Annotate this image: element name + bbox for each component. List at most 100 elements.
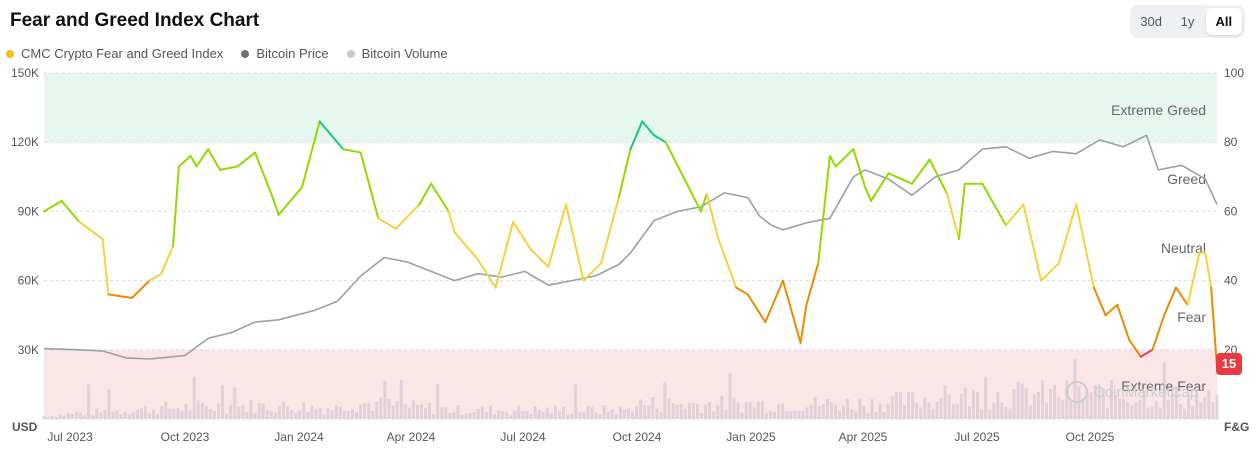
volume-bar [1028, 405, 1032, 419]
volume-bar [298, 410, 302, 419]
legend-item-price[interactable]: Bitcoin Price [241, 46, 329, 61]
volume-bar [1065, 380, 1069, 419]
volume-bar [46, 417, 50, 419]
volume-bar [963, 387, 967, 419]
volume-bar [874, 412, 878, 419]
volume-bar [436, 384, 440, 419]
tab-1y[interactable]: 1y [1180, 14, 1195, 29]
volume-bar [472, 412, 476, 419]
volume-bar [959, 393, 963, 419]
volume-bar [355, 412, 359, 419]
volume-bar [1158, 407, 1162, 419]
fng-line-segment [148, 272, 163, 282]
y-right-unit-label: F&G [1224, 420, 1249, 434]
volume-bar [683, 408, 687, 419]
volume-bar [935, 401, 939, 419]
legend-item-volume[interactable]: Bitcoin Volume [346, 46, 448, 61]
volume-bar [902, 405, 906, 419]
volume-bar [728, 372, 732, 419]
volume-bar [444, 407, 448, 419]
fng-line-segment [799, 303, 808, 344]
volume-bar [107, 389, 111, 419]
volume-bar [306, 411, 310, 419]
fng-line-segment [705, 193, 720, 241]
y-left-tick-label: 60K [18, 274, 39, 288]
volume-bar [622, 409, 626, 419]
volume-bar [610, 409, 614, 419]
volume-bar [513, 410, 517, 419]
fng-line-segment [130, 279, 151, 299]
volume-bar [886, 403, 890, 419]
volume-bar [764, 412, 768, 419]
fng-line-segment [78, 220, 104, 241]
volume-bar [663, 381, 667, 419]
tab-30d[interactable]: 30d [1140, 14, 1163, 29]
volume-bar [643, 404, 647, 419]
legend-item-fng[interactable]: CMC Crypto Fear and Greed Index [6, 46, 223, 61]
x-tick-label: Jul 2024 [500, 430, 546, 444]
volume-bar [168, 408, 172, 419]
volume-bar [476, 408, 480, 419]
volume-bar [1081, 398, 1085, 419]
tab-all[interactable]: All [1205, 8, 1242, 35]
fng-line-segment [236, 151, 257, 168]
volume-bar [854, 411, 858, 419]
volume-bar [602, 405, 606, 419]
fng-line-segment [805, 262, 820, 306]
fng-line-segment [1040, 262, 1060, 282]
legend-dot-price [241, 49, 250, 58]
y-right-tick-label: 40 [1224, 274, 1238, 288]
fng-line-segment [101, 238, 110, 296]
volume-bar [911, 392, 915, 419]
y-right-tick-label: 100 [1224, 66, 1244, 80]
x-tick-label: Jan 2024 [274, 430, 324, 444]
volume-bar [1199, 402, 1203, 419]
volume-bar [1215, 394, 1219, 419]
x-tick-label: Jul 2025 [954, 430, 1000, 444]
volume-bar [976, 392, 980, 419]
volume-bar [188, 410, 192, 419]
volume-bar [1085, 392, 1089, 419]
volume-bar [139, 407, 143, 419]
fng-line-segment [928, 158, 949, 196]
volume-bar [537, 409, 541, 419]
volume-bar [249, 399, 253, 419]
volume-bar [858, 399, 862, 419]
volume-bar [509, 414, 513, 419]
volume-bar [980, 409, 984, 419]
fng-line-segment [418, 182, 433, 206]
fng-line-segment [664, 141, 685, 178]
volume-bar [1178, 404, 1182, 419]
volume-bar [785, 411, 789, 419]
fng-line-segment [1151, 314, 1166, 351]
volume-bar [115, 410, 119, 419]
fng-line-segment [834, 148, 855, 168]
volume-bar [395, 401, 399, 419]
fng-line-segment [1116, 303, 1131, 341]
volume-bar [127, 414, 131, 419]
fng-line-segment [512, 220, 532, 251]
volume-bar [314, 408, 318, 419]
volume-bar [521, 411, 525, 419]
volume-bar [501, 411, 505, 419]
volume-bar [1089, 392, 1093, 419]
volume-bar [257, 402, 261, 419]
fng-line-segment [682, 175, 702, 213]
volume-bar [415, 405, 419, 419]
volume-bar [732, 397, 736, 419]
volume-bar [302, 402, 306, 419]
volume-bar [829, 401, 833, 419]
volume-bar [233, 387, 237, 419]
volume-bar [846, 398, 850, 419]
volume-bar [363, 402, 367, 419]
volume-bar [1012, 388, 1016, 419]
fng-line-segment [189, 155, 198, 168]
volume-bar [1203, 397, 1207, 419]
fng-line-segment [764, 279, 784, 324]
fng-line-segment [852, 148, 867, 189]
volume-bar [614, 414, 618, 419]
volume-bar [419, 404, 423, 419]
volume-bar [716, 405, 720, 419]
fng-line-segment [1186, 251, 1201, 306]
